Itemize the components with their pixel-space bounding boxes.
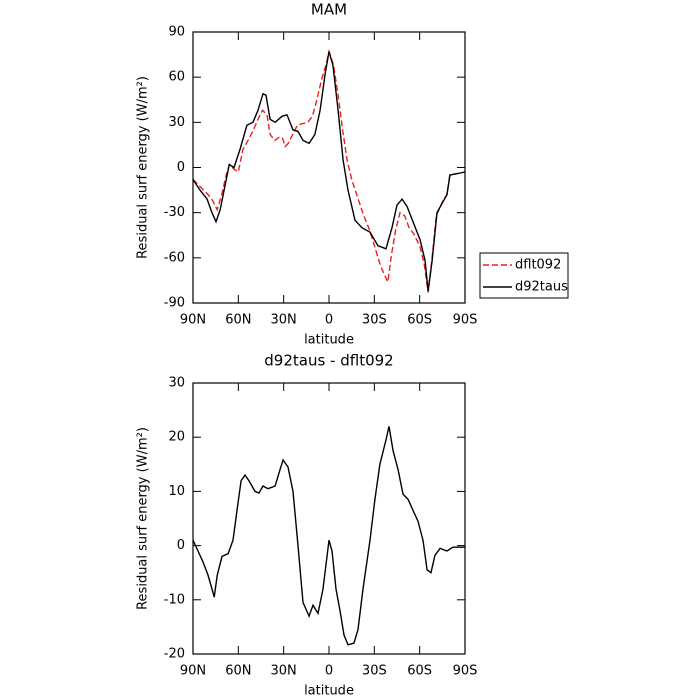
x-tick-label: 0 — [325, 664, 333, 679]
y-axis-label: Residual surf energy (W/m²) — [136, 76, 151, 259]
x-tick-label: 30N — [271, 664, 297, 679]
x-tick-label: 30N — [271, 313, 297, 328]
x-tick-label: 30S — [362, 664, 387, 679]
y-tick-label: 30 — [168, 376, 185, 391]
y-tick-label: 60 — [168, 70, 185, 85]
y-tick-label: 20 — [168, 430, 185, 445]
y-tick-label: -10 — [164, 592, 185, 607]
x-tick-label: 0 — [325, 313, 333, 328]
y-tick-label: -60 — [164, 250, 185, 265]
y-tick-label: -30 — [164, 205, 185, 220]
x-tick-label: 60N — [225, 313, 251, 328]
x-tick-label: 30S — [362, 313, 387, 328]
x-axis-label: latitude — [304, 684, 354, 699]
x-tick-label: 90N — [180, 664, 206, 679]
y-tick-label: -90 — [164, 296, 185, 311]
y-tick-label: 10 — [168, 484, 185, 499]
y-axis-label: Residual surf energy (W/m²) — [136, 427, 151, 610]
y-tick-label: -20 — [164, 647, 185, 662]
chart-title: MAM — [311, 1, 347, 19]
y-tick-label: 30 — [168, 115, 185, 130]
x-tick-label: 90S — [453, 664, 478, 679]
x-tick-label: 90N — [180, 313, 206, 328]
x-axis-label: latitude — [304, 333, 354, 348]
y-tick-label: 0 — [177, 160, 185, 175]
legend-box — [479, 252, 569, 299]
plot-frame — [192, 31, 466, 304]
chart-title: d92taus - dflt092 — [264, 352, 393, 370]
y-tick-label: 90 — [168, 25, 185, 40]
x-tick-label: 60S — [407, 664, 432, 679]
plot-frame — [192, 382, 466, 655]
legend-label: d92taus — [515, 280, 568, 295]
x-tick-label: 90S — [453, 313, 478, 328]
data-line — [192, 51, 466, 292]
x-tick-label: 60S — [407, 313, 432, 328]
x-tick-label: 60N — [225, 664, 251, 679]
y-tick-label: 0 — [177, 538, 185, 553]
data-line — [192, 426, 465, 646]
data-line — [192, 48, 466, 293]
legend-label: dflt092 — [515, 258, 561, 273]
